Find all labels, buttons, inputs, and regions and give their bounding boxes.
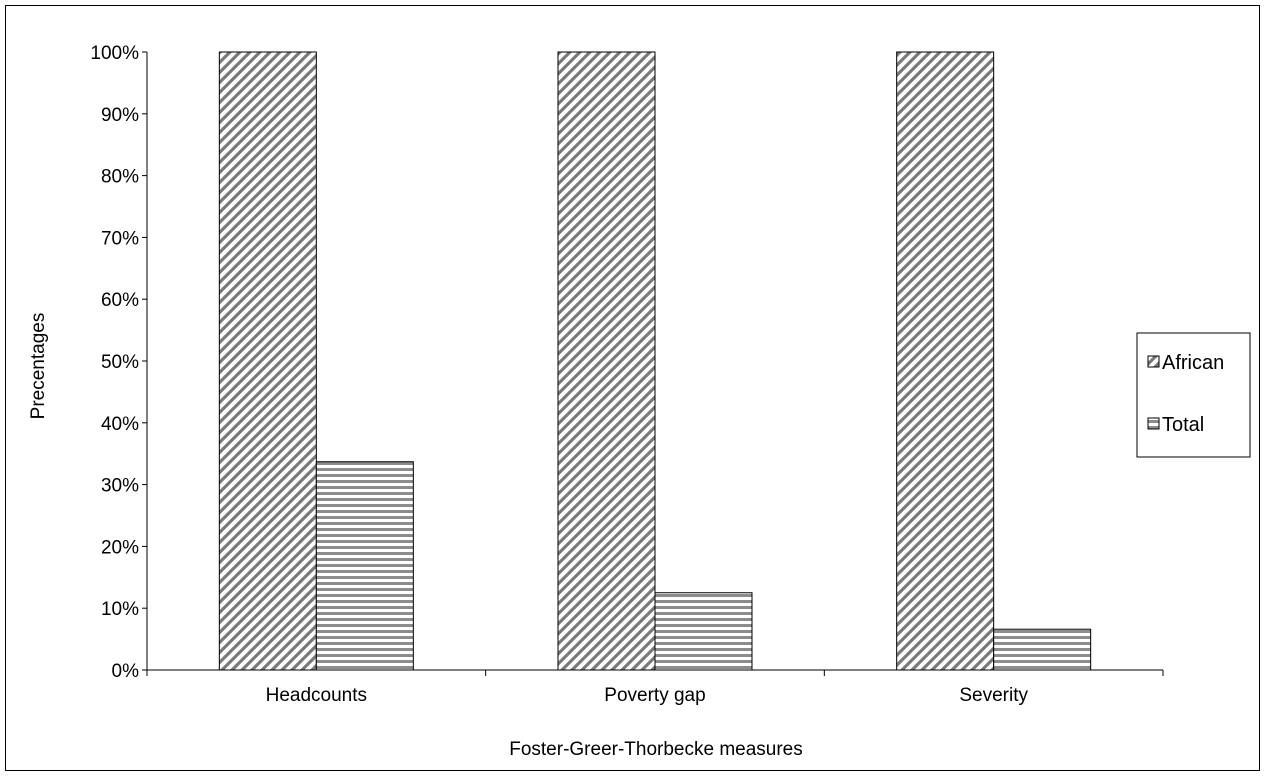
y-tick-label: 50% [101,352,139,373]
y-tick-label: 30% [101,476,139,497]
y-axis-title: Precentages [28,313,49,420]
y-tick-label: 10% [101,599,139,620]
bar-layer [218,51,1092,671]
y-tick-label: 40% [101,414,139,435]
y-tick-label: 70% [101,228,139,249]
y-tick-label: 20% [101,537,139,558]
x-tick-label: Poverty gap [604,685,705,706]
legend-swatch-african [1147,355,1160,368]
chart-frame: 0% 10% 20% 30% 40% 50% 60% 70% 80% 90% 100% Headco… [5,5,1260,771]
legend-label-african: African [1162,352,1224,374]
y-tick-label: 80% [101,167,139,188]
y-tick-labels: 0% 10% 20% 30% 40% 50% 60% 70% 80% 90% 100% [90,43,139,682]
legend-swatch-total [1147,417,1160,430]
bar-african-severity [896,51,995,671]
bar-total-headcounts [315,461,414,671]
legend-label-total: Total [1162,414,1204,436]
bar-chart: 0% 10% 20% 30% 40% 50% 60% 70% 80% 90% 100% Headco… [28,43,1251,760]
y-tick-label: 90% [101,105,139,126]
bar-total-severity [993,628,1092,671]
x-axis-title: Foster-Greer-Thorbecke measures [509,739,803,760]
x-tick-label: Severity [959,685,1028,706]
y-tick-label: 60% [101,290,139,311]
x-tick-labels: Headcounts Poverty gap Severity [266,685,1029,706]
bar-african-headcounts [218,51,317,671]
legend: African Total [1136,332,1251,458]
bar-total-poverty-gap [654,592,753,671]
legend-box [1136,332,1251,458]
x-tick-label: Headcounts [266,685,367,706]
y-tick-label: 100% [90,43,139,64]
y-tick-label: 0% [112,661,140,682]
bar-african-poverty-gap [557,51,656,671]
